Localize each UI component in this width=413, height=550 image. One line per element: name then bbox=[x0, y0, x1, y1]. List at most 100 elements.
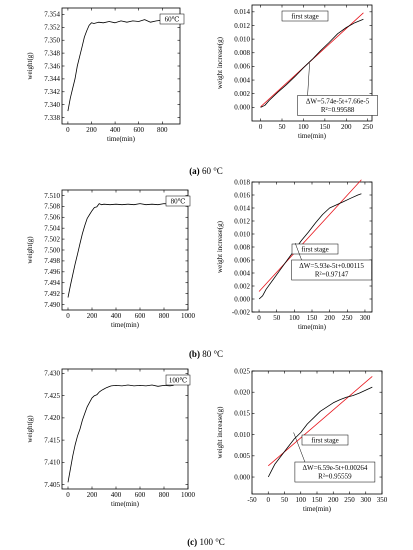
chart-p0-c1: 0 50 100 150 200 250 0.000 0.002 0.004 0.006 0.008… bbox=[216, 4, 378, 140]
y-tick-label: 7.496 bbox=[44, 268, 60, 276]
label-box-text: first stage bbox=[291, 12, 318, 20]
equation-box bbox=[297, 95, 378, 116]
chart-p2-c0: 0 200 400 600 800 1000 7.405 7.410 7.415 7.420 7.4… bbox=[26, 368, 196, 508]
x-tick-label: 100 bbox=[289, 314, 300, 322]
x-tick-label: 200 bbox=[87, 312, 98, 320]
fit-line bbox=[258, 179, 362, 292]
x-axis-label: time(min) bbox=[303, 505, 332, 513]
fit-equation: ΔW=5.93e-5t+0.00115 bbox=[299, 262, 364, 270]
x-tick-label: 300 bbox=[361, 496, 372, 504]
y-tick-label: -0.002 bbox=[232, 308, 251, 316]
y-tick-label: 7.510 bbox=[44, 192, 60, 200]
chart-p1-c0: 0 200 400 600 800 1000 7.490 7.492 7.494 7.496 7.4… bbox=[26, 189, 196, 329]
r-squared: R²=0.99588 bbox=[321, 106, 355, 114]
label-box-text: 80℃ bbox=[171, 197, 186, 205]
y-tick-label: 0.012 bbox=[234, 217, 250, 225]
x-tick-label: 0 bbox=[267, 496, 271, 504]
x-tick-label: 0 bbox=[66, 126, 70, 134]
x-tick-label: 400 bbox=[111, 312, 122, 320]
label-box-text: 60℃ bbox=[165, 15, 180, 23]
y-tick-label: 0.010 bbox=[234, 35, 250, 43]
plot-frame bbox=[61, 189, 189, 311]
y-axis-label: weight increase(g) bbox=[216, 36, 224, 89]
y-tick-label: 7.354 bbox=[44, 11, 60, 19]
y-tick-label: 0.008 bbox=[234, 243, 250, 251]
x-tick-label: 200 bbox=[86, 126, 97, 134]
x-tick-label: 150 bbox=[307, 314, 318, 322]
x-tick-label: 400 bbox=[111, 491, 122, 499]
data-series-line bbox=[258, 193, 362, 300]
fit-equation: ΔW=5.74e-5t+7.66e-5 bbox=[306, 97, 370, 105]
y-tick-label: 0.004 bbox=[234, 269, 250, 277]
y-tick-label: 7.344 bbox=[44, 75, 60, 83]
x-tick-label: 0 bbox=[257, 314, 261, 322]
x-tick-label: 50 bbox=[273, 314, 281, 322]
y-tick-label: 0.010 bbox=[234, 431, 250, 439]
y-tick-label: 0.006 bbox=[234, 63, 250, 71]
y-tick-label: 0.004 bbox=[234, 76, 250, 84]
caption-temperature: 60 °C bbox=[200, 166, 223, 176]
y-tick-label: 0.015 bbox=[234, 410, 250, 418]
y-tick-label: 7.506 bbox=[44, 214, 60, 222]
data-series-line bbox=[260, 18, 364, 108]
data-series-line bbox=[67, 203, 174, 298]
data-series-line bbox=[67, 384, 174, 483]
y-axis-label: weight(g) bbox=[26, 52, 34, 80]
y-tick-label: 0.020 bbox=[234, 389, 250, 397]
data-series-line bbox=[67, 19, 172, 112]
fit-line bbox=[267, 376, 373, 467]
label-box bbox=[301, 434, 349, 446]
label-box bbox=[165, 195, 191, 207]
x-axis-label: time(min) bbox=[111, 500, 140, 508]
y-tick-label: 7.340 bbox=[44, 101, 60, 109]
y-tick-label: 7.405 bbox=[44, 481, 60, 489]
annotation-arrow bbox=[293, 432, 306, 463]
y-axis-label: weight increase(g) bbox=[216, 220, 224, 273]
y-tick-label: 7.494 bbox=[44, 279, 60, 287]
y-tick-label: 7.502 bbox=[44, 235, 60, 243]
x-tick-label: 600 bbox=[135, 312, 146, 320]
x-tick-label: 400 bbox=[110, 126, 121, 134]
y-tick-label: 0.016 bbox=[234, 191, 250, 199]
caption-temperature: 80 °C bbox=[200, 349, 223, 359]
x-tick-label: 150 bbox=[320, 123, 331, 131]
x-tick-label: 50 bbox=[281, 496, 289, 504]
y-tick-label: 0.018 bbox=[234, 178, 250, 186]
x-axis-label: time(min) bbox=[298, 323, 327, 331]
y-tick-label: 7.500 bbox=[44, 246, 60, 254]
x-tick-label: 100 bbox=[296, 496, 307, 504]
y-axis-label: weight(g) bbox=[26, 415, 34, 443]
caption-1: (b) 80 °C bbox=[189, 349, 223, 359]
annotation-arrow bbox=[307, 62, 310, 96]
panel-caption: (c) 100 °C bbox=[187, 537, 225, 547]
x-tick-label: 800 bbox=[159, 491, 170, 499]
x-tick-label: 600 bbox=[135, 491, 146, 499]
y-tick-label: 0.014 bbox=[234, 204, 250, 212]
x-tick-label: 250 bbox=[362, 123, 373, 131]
y-tick-label: 0.000 bbox=[234, 104, 250, 112]
y-tick-label: 7.342 bbox=[44, 88, 60, 96]
x-tick-label: 100 bbox=[298, 123, 309, 131]
y-tick-label: 7.346 bbox=[44, 62, 60, 70]
y-tick-label: 7.425 bbox=[44, 392, 60, 400]
x-tick-label: 1000 bbox=[181, 491, 196, 499]
caption-temperature: 100 °C bbox=[197, 537, 225, 547]
x-tick-label: 0 bbox=[259, 123, 263, 131]
y-tick-label: 7.410 bbox=[44, 459, 60, 467]
y-tick-label: 7.492 bbox=[44, 290, 60, 298]
r-squared: R²=0.97147 bbox=[315, 271, 349, 279]
x-tick-label: 50 bbox=[279, 123, 287, 131]
x-tick-label: 150 bbox=[312, 496, 323, 504]
x-tick-label: 0 bbox=[66, 491, 70, 499]
label-box bbox=[159, 13, 185, 25]
y-tick-label: 0.008 bbox=[234, 49, 250, 57]
caption-letter: (b) bbox=[189, 349, 200, 359]
y-tick-label: 0.012 bbox=[234, 22, 250, 30]
y-tick-label: 7.490 bbox=[44, 301, 60, 309]
y-tick-label: 7.430 bbox=[44, 370, 60, 378]
y-tick-label: 7.352 bbox=[44, 24, 60, 32]
label-box bbox=[165, 374, 191, 386]
x-tick-label: -50 bbox=[247, 496, 257, 504]
y-tick-label: 0.000 bbox=[234, 473, 250, 481]
x-axis-label: time(min) bbox=[111, 321, 140, 329]
